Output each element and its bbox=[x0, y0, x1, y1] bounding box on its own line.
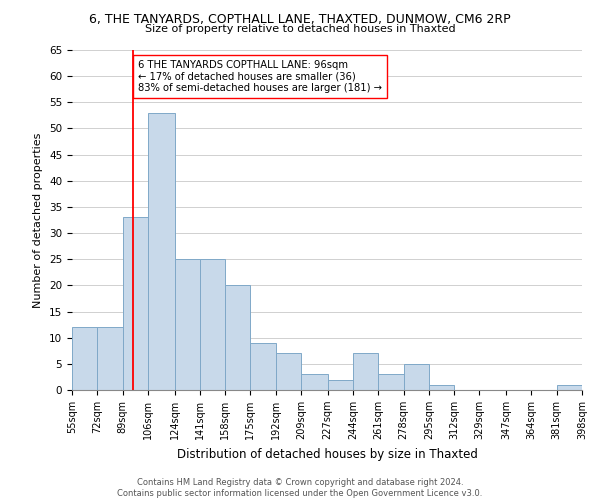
Bar bbox=[429, 385, 454, 390]
Bar bbox=[557, 385, 582, 390]
Bar bbox=[250, 343, 276, 390]
Bar bbox=[72, 327, 97, 390]
Bar bbox=[328, 380, 353, 390]
Bar bbox=[200, 259, 225, 390]
Bar bbox=[353, 354, 378, 390]
Text: Contains HM Land Registry data © Crown copyright and database right 2024.
Contai: Contains HM Land Registry data © Crown c… bbox=[118, 478, 482, 498]
Bar bbox=[378, 374, 404, 390]
Bar bbox=[97, 327, 122, 390]
Bar bbox=[301, 374, 328, 390]
Text: Size of property relative to detached houses in Thaxted: Size of property relative to detached ho… bbox=[145, 24, 455, 34]
Bar bbox=[404, 364, 429, 390]
Text: 6, THE TANYARDS, COPTHALL LANE, THAXTED, DUNMOW, CM6 2RP: 6, THE TANYARDS, COPTHALL LANE, THAXTED,… bbox=[89, 12, 511, 26]
Bar bbox=[122, 218, 148, 390]
Bar bbox=[276, 354, 301, 390]
Bar bbox=[148, 113, 175, 390]
Text: 6 THE TANYARDS COPTHALL LANE: 96sqm
← 17% of detached houses are smaller (36)
83: 6 THE TANYARDS COPTHALL LANE: 96sqm ← 17… bbox=[139, 60, 382, 94]
Bar bbox=[175, 259, 200, 390]
Bar bbox=[225, 286, 250, 390]
X-axis label: Distribution of detached houses by size in Thaxted: Distribution of detached houses by size … bbox=[176, 448, 478, 460]
Y-axis label: Number of detached properties: Number of detached properties bbox=[34, 132, 43, 308]
